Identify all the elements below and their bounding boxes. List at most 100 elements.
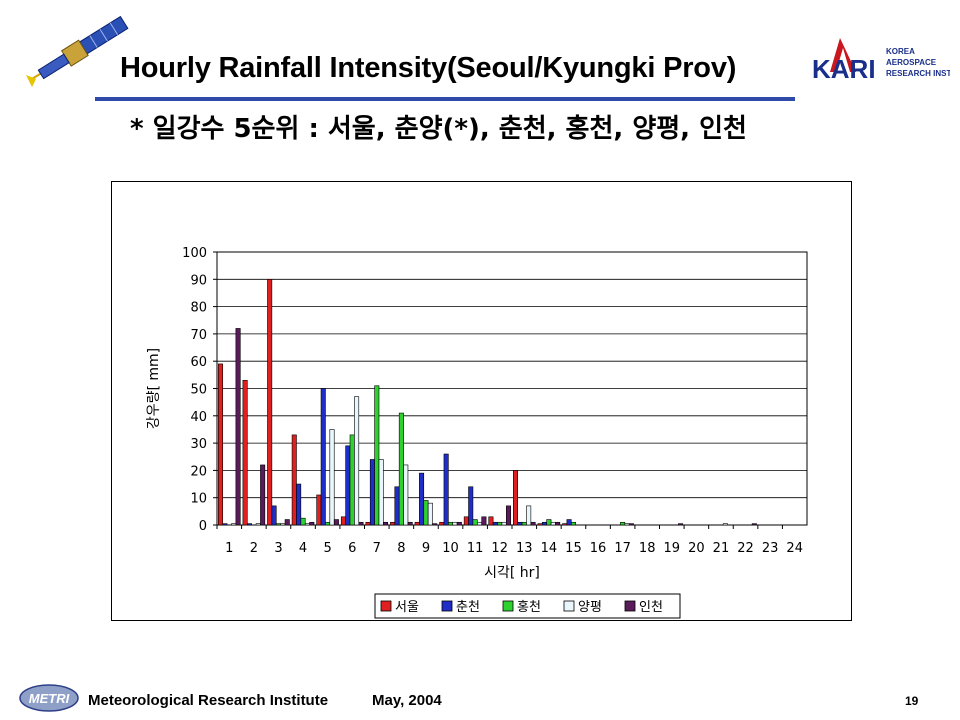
bar-양평-1	[231, 523, 237, 526]
legend-label-인천: 인천	[639, 600, 663, 615]
legend-swatch-춘천	[441, 600, 453, 612]
x-tick-label: 4	[299, 541, 307, 556]
slide-title: Hourly Rainfall Intensity(Seoul/Kyungki …	[120, 52, 737, 84]
bar-홍천-6	[349, 434, 355, 526]
bar-양평-10	[452, 521, 458, 526]
bar-인천-22	[751, 523, 757, 526]
bar-인천-5	[333, 519, 339, 526]
bar-인천-17	[628, 523, 634, 526]
bar-서울-5	[316, 494, 322, 526]
bar-양평-3	[280, 523, 286, 526]
bar-홍천-15	[570, 521, 576, 526]
x-tick-label: 7	[373, 541, 381, 556]
x-tick-label: 16	[590, 541, 607, 556]
y-tick-label: 10	[190, 492, 207, 507]
bar-양평-17	[624, 523, 630, 526]
bar-인천-9	[432, 523, 438, 526]
bar-인천-7	[383, 521, 389, 526]
bar-서울-15	[562, 523, 568, 526]
bar-홍천-4	[300, 517, 306, 526]
bar-인천-13	[530, 521, 536, 526]
bar-서울-11	[463, 516, 469, 526]
bar-춘천-12	[492, 521, 498, 526]
bar-춘천-1	[222, 523, 228, 526]
y-tick-label: 20	[190, 464, 207, 479]
bar-춘천-4	[296, 483, 302, 526]
bar-서울-3	[267, 279, 273, 526]
svg-text:AEROSPACE: AEROSPACE	[886, 58, 937, 67]
bar-홍천-9	[423, 500, 429, 526]
x-tick-label: 19	[664, 541, 681, 556]
bar-양평-2	[255, 523, 261, 526]
bar-인천-1	[235, 328, 241, 526]
y-tick-label: 60	[190, 355, 207, 370]
bar-인천-11	[481, 516, 487, 526]
bar-홍천-3	[275, 523, 281, 526]
bar-홍천-8	[398, 412, 404, 526]
bar-홍천-12	[497, 521, 503, 526]
bar-양평-11	[477, 521, 483, 526]
bar-인천-2	[260, 464, 266, 526]
bar-양평-8	[403, 464, 409, 526]
legend-label-양평: 양평	[578, 600, 602, 615]
chart-frame: 0 10 20 30 40 50 60 70 80 90 100 1 2 3 4 5 6 7 8 9 10 11 12 13 1…	[111, 181, 852, 621]
bar-양평-9	[427, 502, 433, 526]
bar-인천-19	[678, 523, 684, 526]
y-tick-label: 80	[190, 301, 207, 316]
bar-양평-6	[354, 396, 360, 526]
y-axis-title: 강우량[ mm]	[146, 348, 162, 429]
bar-춘천-10	[443, 453, 449, 526]
slide-subtitle: * 일강수 5순위 : 서울, 춘양(*), 춘천, 홍천, 양평, 인천	[130, 114, 747, 144]
satellite-illustration	[26, 15, 129, 87]
bar-춘천-9	[419, 472, 425, 526]
bar-양평-21	[722, 523, 728, 526]
legend-swatch-홍천	[502, 600, 514, 612]
legend-label-춘천: 춘천	[456, 600, 480, 615]
x-tick-label: 8	[397, 541, 405, 556]
bar-서울-10	[439, 521, 445, 526]
footer-date: May, 2004	[372, 692, 442, 709]
x-tick-label: 12	[491, 541, 508, 556]
legend-swatch-서울	[380, 600, 392, 612]
y-tick-label: 100	[182, 246, 207, 261]
bar-양평-13	[526, 505, 532, 526]
y-tick-label: 0	[199, 519, 207, 534]
x-tick-label: 14	[541, 541, 558, 556]
x-tick-label: 17	[614, 541, 631, 556]
bar-서울-2	[242, 380, 248, 526]
bar-홍천-10	[448, 521, 454, 526]
bar-서울-12	[488, 516, 494, 526]
x-tick-label: 22	[737, 541, 754, 556]
bar-서울-13	[513, 470, 519, 526]
x-tick-label: 2	[250, 541, 258, 556]
bar-서울-4	[291, 434, 297, 526]
title-underline	[95, 97, 795, 101]
bar-춘천-11	[468, 486, 474, 526]
x-tick-label: 24	[786, 541, 803, 556]
x-axis-title: 시각[ hr]	[484, 565, 540, 581]
bar-홍천-17	[620, 521, 626, 526]
x-tick-label: 9	[422, 541, 430, 556]
y-tick-label: 40	[190, 410, 207, 425]
bar-인천-12	[505, 505, 511, 526]
bar-춘천-5	[320, 388, 326, 526]
page-number: 19	[905, 694, 919, 708]
kari-logo: KARI KOREA AEROSPACE RESEARCH INSTITUTE	[812, 38, 950, 84]
bar-춘천-3	[271, 505, 277, 526]
logo-wordmark: KARI	[812, 54, 876, 84]
legend-label-홍천: 홍천	[517, 600, 541, 615]
x-tick-label: 5	[323, 541, 331, 556]
bar-춘천-2	[246, 523, 252, 526]
bar-서울-14	[537, 523, 543, 526]
legend-swatch-양평	[563, 600, 575, 612]
bar-서울-8	[390, 521, 396, 526]
bar-춘천-15	[566, 519, 572, 526]
svg-text:RESEARCH INSTITUTE: RESEARCH INSTITUTE	[886, 69, 950, 78]
bar-양평-14	[550, 521, 556, 526]
bar-춘천-6	[345, 445, 351, 526]
bar-춘천-14	[541, 521, 547, 526]
svg-text:KOREA: KOREA	[886, 47, 915, 56]
bar-인천-3	[284, 519, 290, 526]
bar-서울-1	[218, 363, 224, 526]
